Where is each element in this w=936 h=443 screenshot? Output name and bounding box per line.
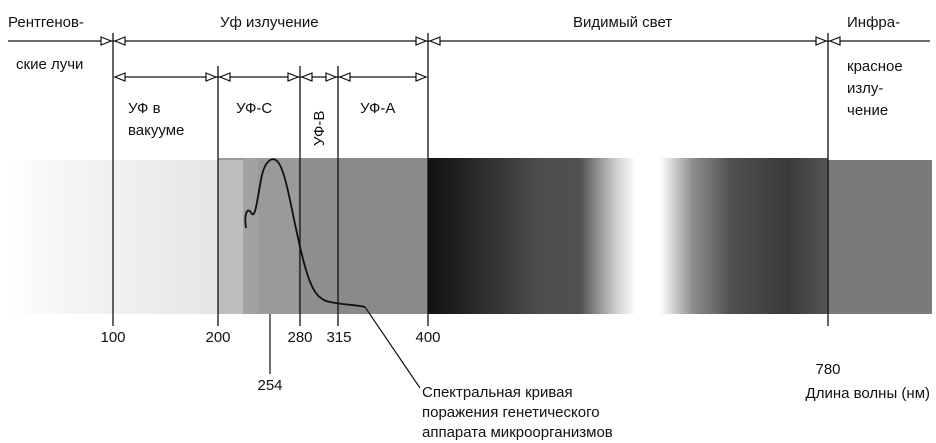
uva-label: УФ-А [360, 100, 395, 117]
uvc-edge-shade [243, 158, 258, 314]
spectrum-band [8, 158, 932, 314]
infrared-label-line3: излу- [847, 80, 883, 97]
tick-label-780: 780 [815, 361, 840, 378]
uva-fill [338, 158, 428, 314]
infrared-label-line1: Инфра- [847, 14, 900, 31]
arrowhead-visible-start [428, 36, 441, 46]
vacuum-uv-label-line2: вакууме [128, 122, 184, 139]
visible-region-label: Видимый свет [573, 14, 672, 31]
visible-fill [428, 158, 828, 314]
arrowhead-uva-start [338, 72, 351, 82]
arrowhead-uvb-start [300, 72, 313, 82]
uvb-label: УФ-В [311, 111, 328, 146]
infrared-label-line2: красное [847, 58, 903, 75]
arrowhead-visible-end [815, 36, 828, 46]
arrowhead-uva-end [415, 72, 428, 82]
arrowhead-xray-end [100, 36, 113, 46]
curve-caption-line1: Спектральная кривая [422, 384, 573, 401]
uvb-fill [298, 158, 338, 314]
xray-label-line2: ские лучи [16, 56, 83, 73]
arrowhead-vac-start [113, 72, 126, 82]
tick-label-100: 100 [100, 329, 125, 346]
subband-arrows [113, 72, 428, 82]
tick-label-400: 400 [415, 329, 440, 346]
arrowhead-uvb-end [325, 72, 338, 82]
tick-label-280: 280 [287, 329, 312, 346]
arrowhead-uvc-start [218, 72, 231, 82]
spectral-curve [244, 158, 366, 308]
infrared-label-line4: чение [847, 102, 888, 119]
peak-wavelength-label: 254 [257, 377, 282, 394]
arrowhead-uvc-end [287, 72, 300, 82]
tick-label-315: 315 [326, 329, 351, 346]
arrowhead-uv-start [113, 36, 126, 46]
vacuum-haze [8, 160, 243, 314]
infrared-fill [828, 160, 932, 314]
boundary-lines [112, 33, 829, 326]
tick-label-200: 200 [205, 329, 230, 346]
wavelength-axis-label: Длина волны (нм) [806, 385, 930, 402]
arrowhead-vac-end [205, 72, 218, 82]
xray-label-line1: Рентгенов- [8, 14, 84, 31]
vacuum-uv-label-line1: УФ в [128, 100, 161, 117]
uv-region-label: Уф излучение [220, 14, 319, 31]
arrowhead-ir-start [828, 36, 841, 46]
vacuum-uv-fill [8, 160, 223, 314]
arrowhead-uv-end [415, 36, 428, 46]
curve-caption-line3: аппарата микроорганизмов [422, 424, 613, 441]
curve-caption-line2: поражения генетического [422, 404, 600, 421]
uvc-label: УФ-С [236, 100, 272, 117]
curve-leader-line [364, 306, 421, 389]
region-arrows [8, 36, 930, 46]
